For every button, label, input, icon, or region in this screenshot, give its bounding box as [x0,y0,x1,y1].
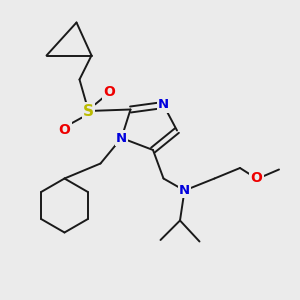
Text: O: O [103,85,116,98]
Text: N: N [116,131,127,145]
Text: S: S [83,103,94,118]
Text: N: N [179,184,190,197]
Text: O: O [250,172,262,185]
Text: N: N [158,98,169,112]
Text: O: O [58,123,70,136]
